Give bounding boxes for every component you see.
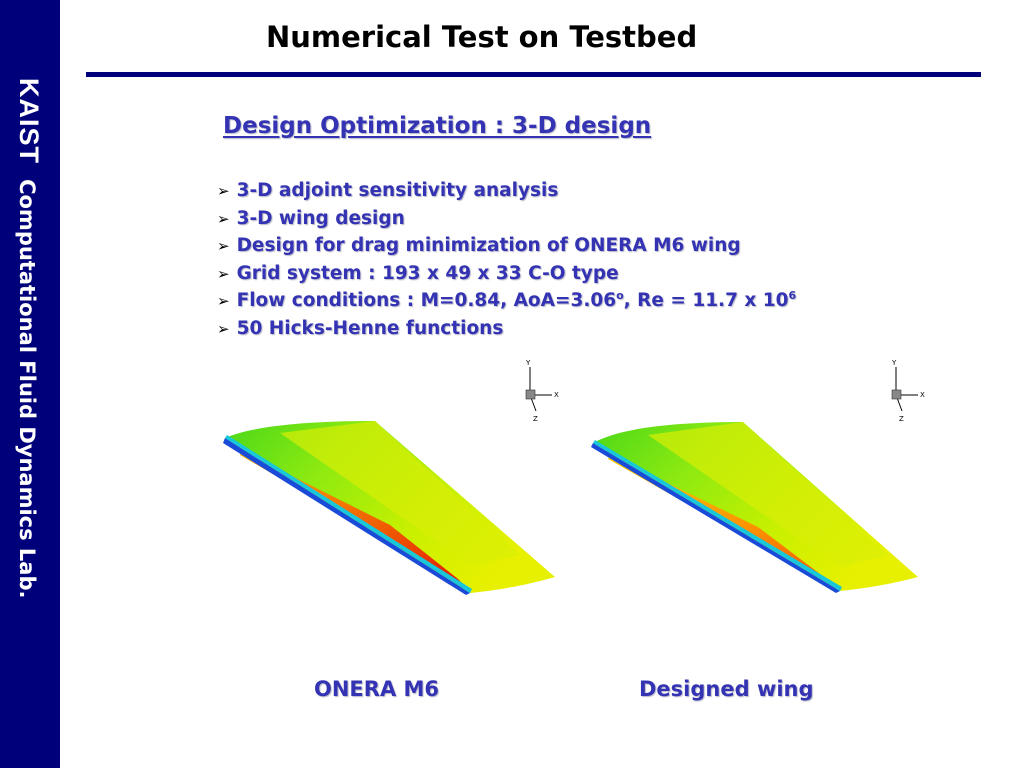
bullet-item: ➢ 50 Hicks-Henne functions [217,317,504,339]
caption-onera-m6: ONERA M6 [314,677,440,701]
leading-edge-cyan [225,435,472,593]
bullet-item: ➢ Flow conditions : M=0.84, AoA=3.06o, Re… [217,288,797,311]
bullet-list: ➢ 3-D adjoint sensitivity analysis ➢ 3-D w… [217,177,796,342]
leading-edge-band [591,443,840,593]
axis-triad-icon: Y X Z [525,359,559,423]
svg-text:X: X [554,391,559,399]
wing-yellow-band [648,422,888,567]
bullet-item: ➢ Grid system : 193 x 49 x 33 C-O type [217,262,619,284]
leading-edge-band [223,438,470,595]
leading-edge-cyan [593,440,842,591]
org-name: KAIST [14,78,44,164]
axis-triad-icon: Y X Z [891,359,925,423]
onera-m6-wing-plot: Y X Z [223,359,559,595]
svg-text:Z: Z [899,415,904,423]
bullet-arrow-icon: ➢ [217,209,230,228]
sidebar-text: KAIST Computational Fluid Dynamics Lab. [13,78,44,598]
caption-designed-wing: Designed wing [639,677,814,701]
bullet-item: ➢ 3-D wing design [217,207,405,229]
svg-text:Y: Y [891,359,897,367]
svg-text:Z: Z [533,415,538,423]
wing-yellow-band [280,421,520,565]
section-heading: Design Optimization : 3-D design [223,113,652,139]
slide-title: Numerical Test on Testbed [266,20,698,54]
svg-text:X: X [920,391,925,399]
sidebar: KAIST Computational Fluid Dynamics Lab. [0,0,60,768]
svg-text:Y: Y [525,359,531,367]
bullet-arrow-icon: ➢ [217,292,230,310]
bullet-item: ➢ Design for drag minimization of ONERA M… [217,235,741,256]
bullet-item: ➢ 3-D adjoint sensitivity analysis [217,180,559,201]
lab-name: Computational Fluid Dynamics Lab. [15,179,39,599]
bullet-arrow-icon: ➢ [217,182,230,200]
title-divider [86,72,981,77]
bullet-arrow-icon: ➢ [217,319,230,338]
bullet-arrow-icon: ➢ [217,264,230,283]
bullet-arrow-icon: ➢ [217,237,230,255]
designed-wing-plot: Y X Z [591,359,925,593]
